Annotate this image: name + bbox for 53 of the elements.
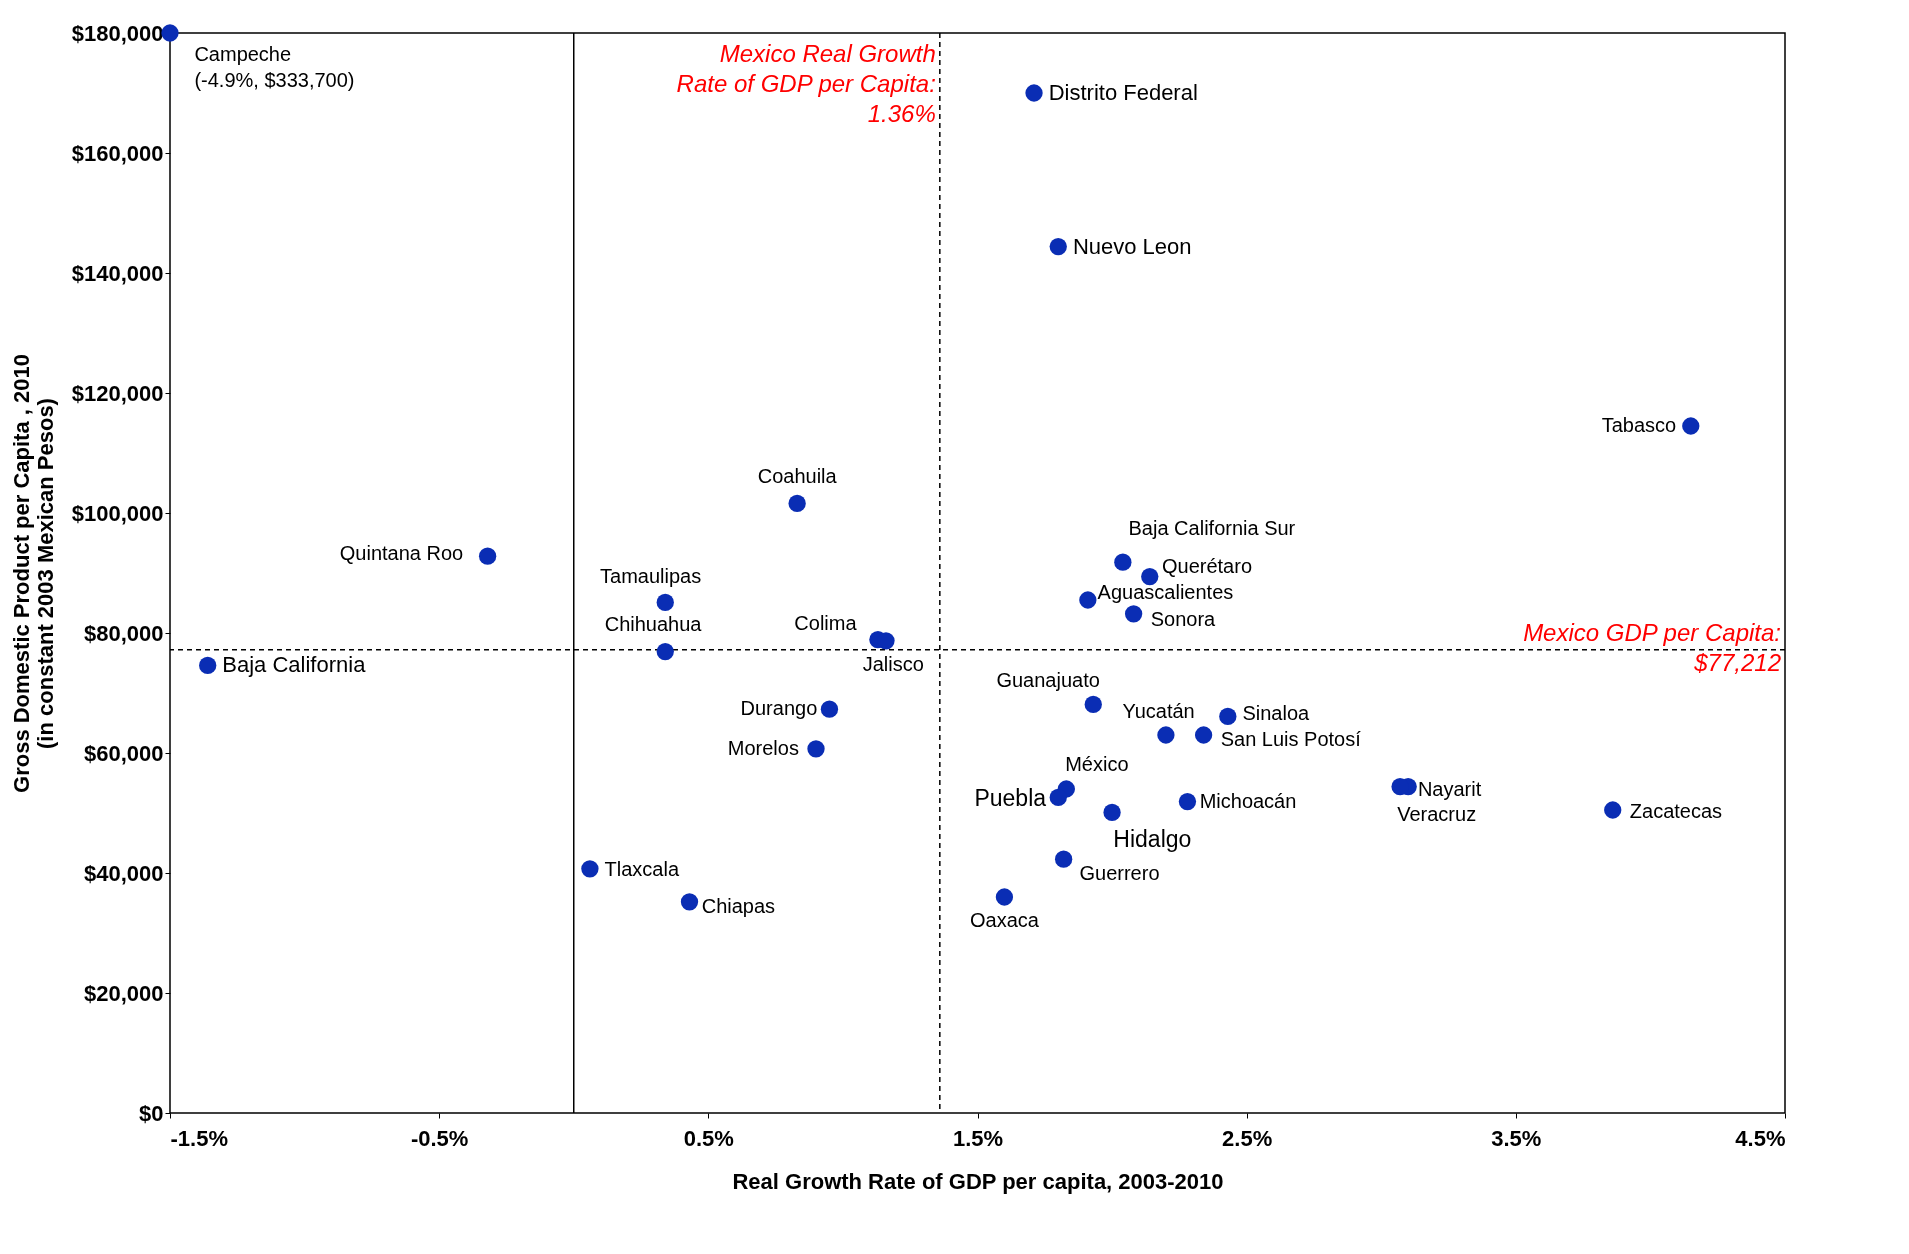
- annotation: Baja California: [222, 652, 367, 678]
- y-tick-label: $80,000: [83, 620, 164, 646]
- x-tick-label: 4.5%: [1735, 1125, 1786, 1151]
- x-tick-label: -0.5%: [410, 1125, 469, 1151]
- annotation: Tlaxcala: [604, 858, 680, 881]
- x-tick-label: 1.5%: [952, 1125, 1004, 1151]
- x-tick-label: 3.5%: [1491, 1125, 1542, 1151]
- annotation: Coahuila: [757, 464, 838, 487]
- annotation: Yucatán: [1122, 699, 1195, 722]
- annotation: Jalisco: [862, 653, 924, 676]
- annotation: Morelos: [727, 736, 799, 759]
- annotation: Nayarit: [1417, 778, 1482, 801]
- annotation: Michoacán: [1199, 789, 1297, 812]
- y-tick-label: $40,000: [83, 860, 164, 886]
- y-tick-label: $0: [139, 1100, 164, 1126]
- annotation: Puebla: [974, 784, 1047, 811]
- annotation: Tamaulipas: [600, 564, 702, 587]
- annotation: Zacatecas: [1629, 800, 1723, 823]
- annotation: Distrito Federal: [1048, 80, 1198, 105]
- annotation: Guerrero: [1079, 861, 1160, 884]
- y-tick-label: $140,000: [71, 260, 164, 286]
- annotation: Campeche (-4.9%, $333,700): [194, 42, 355, 91]
- annotation: Chiapas: [701, 894, 776, 917]
- annotation: Sinaloa: [1242, 701, 1311, 724]
- annotation: San Luis Potosí: [1220, 727, 1362, 750]
- annotation: Tabasco: [1601, 414, 1677, 436]
- annotation: Colima: [794, 611, 858, 634]
- x-tick-label: -1.5%: [170, 1125, 228, 1151]
- y-tick-label: $60,000: [83, 740, 164, 766]
- annotation: Baja California Sur: [1128, 517, 1296, 540]
- annotation: Sonora: [1150, 607, 1217, 630]
- ref-line-label: Mexico Real Growth Rate of GDP per Capita: 1.36%: [676, 40, 936, 127]
- y-axis-title: Gross Domestic Product per Capita , 2010 (in constant 2003 Mexican Pesos): [8, 354, 58, 793]
- x-tick-label: 0.5%: [683, 1125, 734, 1151]
- annotation: Guanajuato: [996, 669, 1100, 692]
- ref-line-label: Mexico GDP per Capita: $77,212: [1523, 618, 1781, 676]
- y-tick-label: $120,000: [71, 380, 164, 406]
- y-tick-label: $20,000: [83, 980, 164, 1006]
- annotation: Veracruz: [1397, 802, 1477, 825]
- x-axis-title: Real Growth Rate of GDP per capita, 2003-2010: [732, 1168, 1224, 1194]
- annotation: Quintana Roo: [339, 541, 464, 564]
- annotation: Chihuahua: [604, 612, 703, 635]
- annotation: México: [1065, 752, 1129, 775]
- annotation: Hidalgo: [1113, 826, 1192, 853]
- annotation: Oaxaca: [969, 909, 1040, 932]
- annotation: Querétaro: [1161, 554, 1253, 577]
- annotation: Durango: [740, 697, 818, 720]
- y-tick-label: $180,000: [71, 20, 164, 46]
- annotation: Aguascalientes: [1097, 580, 1234, 603]
- x-tick-label: 2.5%: [1222, 1125, 1273, 1151]
- y-tick-label: $100,000: [71, 500, 164, 526]
- annotation: Nuevo Leon: [1072, 233, 1192, 259]
- y-tick-label: $160,000: [71, 140, 164, 166]
